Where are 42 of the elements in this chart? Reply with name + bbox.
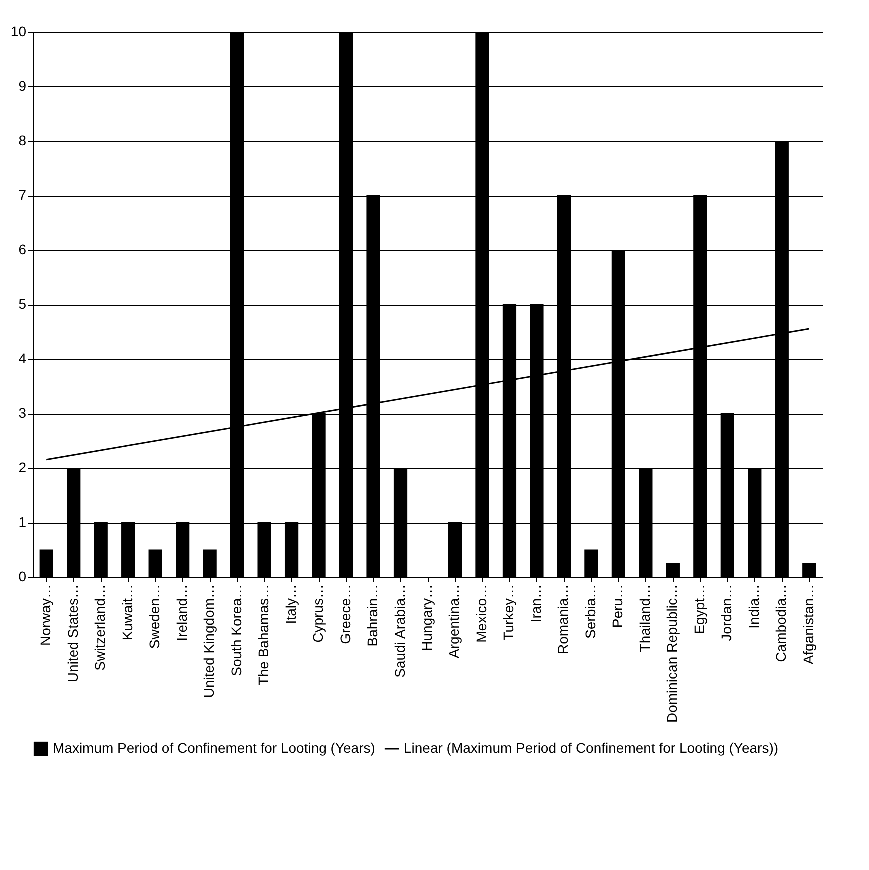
x-tick-label: Mexico… (473, 584, 490, 643)
y-tick-label: 2 (18, 460, 27, 476)
y-tick-label: 7 (18, 187, 27, 203)
x-tick-label: India… (746, 584, 762, 629)
x-tick-label: Greece… (337, 584, 354, 644)
x-tick-label: Turkey… (500, 584, 517, 641)
x-tick-label: Afganistan… (800, 584, 816, 665)
x-tick-label: Thailand… (636, 584, 653, 652)
x-tick-label: Switzerland… (92, 584, 108, 671)
x-tick-label: Jordan… (718, 584, 735, 642)
x-tick-label: Dominican Republic… (664, 584, 680, 724)
y-tick-label: 10 (10, 24, 27, 40)
x-tick-label: South Korea… (228, 584, 244, 676)
x-tick-label: Bahrain… (364, 584, 381, 647)
x-tick-label: Saudi Arabia… (392, 584, 408, 678)
y-tick-label: 8 (18, 132, 27, 148)
x-tick-label: Egypt… (691, 584, 708, 634)
x-tick-label: United Kingdom… (201, 584, 218, 698)
x-tick-label: Cambodia… (773, 584, 790, 662)
x-tick-label: Sweden… (146, 584, 163, 650)
x-tick-label: United States… (64, 584, 81, 683)
x-tick-label: Serbia… (582, 584, 598, 639)
y-tick-label: 5 (18, 296, 27, 312)
x-tick-label: Cyprus… (310, 584, 326, 643)
x-tick-label: Hungary… (419, 584, 435, 652)
y-tick-label: 6 (18, 242, 27, 258)
x-tick-label: Peru… (610, 584, 626, 628)
x-tick-label: Iran… (528, 584, 544, 623)
legend-label: Linear (Maximum Period of Confinement for Looting (Years)) (404, 740, 779, 756)
x-tick-label: Kuwait… (119, 584, 136, 641)
y-tick-label: 3 (18, 405, 27, 421)
x-tick-label: Romania… (555, 584, 572, 655)
legend-label: Maximum Period of Confinement for Looting (Years) (53, 740, 376, 756)
x-tick-label: Norway… (38, 584, 54, 646)
x-tick-label: Ireland… (174, 584, 190, 642)
x-tick-label: The Bahamas… (256, 584, 272, 686)
x-tick-label: Argentina… (446, 584, 462, 658)
y-tick-label: 4 (18, 350, 27, 366)
x-tick-label: Italy… (282, 584, 299, 624)
y-tick-label: 9 (18, 78, 27, 94)
y-tick-label: 1 (18, 514, 27, 530)
y-tick-label: 0 (18, 568, 27, 584)
